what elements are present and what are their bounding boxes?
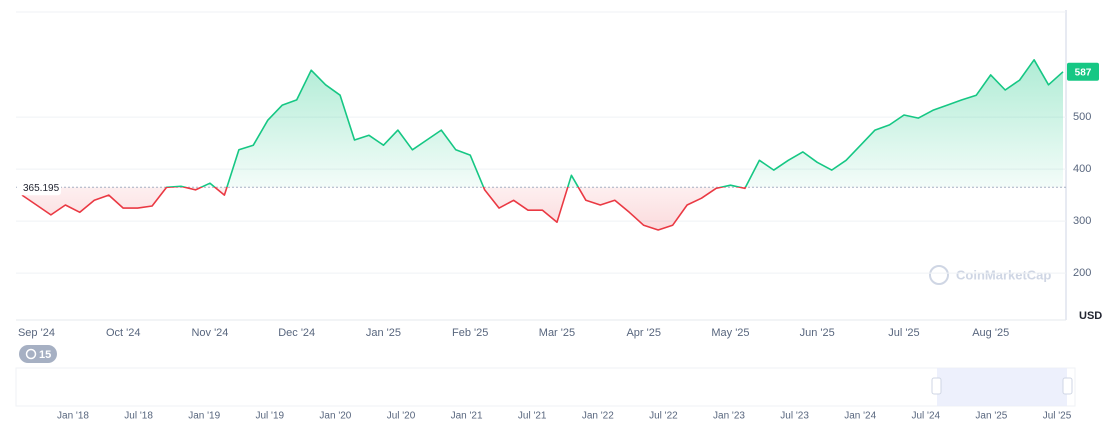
navigator-label: Jan '20 [319, 411, 351, 422]
y-tick-label: 300 [1073, 215, 1091, 227]
navigator-label: Jul '22 [649, 411, 678, 422]
badge-count: 15 [39, 349, 51, 361]
watermark-text: CoinMarketCap [956, 267, 1051, 282]
badge[interactable]: 15 [19, 345, 57, 363]
y-tick-label: 400 [1073, 163, 1091, 175]
navigator-label: Jul '23 [780, 411, 809, 422]
badge-icon [25, 348, 37, 360]
navigator-label: Jul '20 [387, 411, 416, 422]
navigator-label: Jan '24 [844, 411, 876, 422]
x-tick-label: Nov '24 [191, 327, 228, 339]
x-tick-label: Feb '25 [452, 327, 488, 339]
navigator-label: Jan '23 [713, 411, 745, 422]
x-tick-label: Dec '24 [278, 327, 315, 339]
navigator-label: Jan '19 [188, 411, 220, 422]
badge-bg[interactable] [19, 345, 57, 363]
current-price-label: 587 [1075, 67, 1092, 78]
area [22, 59, 1063, 230]
watermark: CoinMarketCap [929, 265, 1051, 285]
x-tick-label: Jun '25 [800, 327, 835, 339]
x-tick-label: Mar '25 [539, 327, 575, 339]
baseline-label: 365.195 [23, 183, 60, 194]
navigator-label: Jan '18 [57, 411, 89, 422]
navigator-label: Jan '22 [582, 411, 614, 422]
navigator-label: Jul '25 [1043, 411, 1072, 422]
navigator-label: Jul '18 [124, 411, 153, 422]
navigator-handle[interactable] [1062, 377, 1073, 395]
watermark-logo [929, 265, 949, 285]
current-price-bg [1067, 62, 1099, 81]
baseline-tag: 365.195 [17, 179, 61, 196]
navigator-label: Jul '21 [518, 411, 547, 422]
y-tick-label: 200 [1073, 267, 1091, 279]
navigator-handle[interactable] [931, 377, 942, 395]
x-tick-label: Jan '25 [366, 327, 401, 339]
x-tick-label: May '25 [711, 327, 749, 339]
price-line [21, 59, 1064, 231]
x-tick-label: Apr '25 [626, 327, 661, 339]
navigator-label: Jan '21 [451, 411, 483, 422]
x-tick-label: Sep '24 [18, 327, 55, 339]
x-tick-label: Oct '24 [106, 327, 141, 339]
navigator-label: Jan '25 [975, 411, 1007, 422]
navigator [15, 367, 1076, 407]
navigator-window[interactable] [937, 368, 1067, 406]
y-axis-label: USD [1079, 310, 1102, 322]
x-tick-label: Aug '25 [972, 327, 1009, 339]
y-tick-label: 500 [1073, 111, 1091, 123]
navigator-label: Jul '24 [912, 411, 941, 422]
baseline-tag-bg [17, 179, 61, 196]
x-tick-label: Jul '25 [888, 327, 919, 339]
navigator-label: Jul '19 [256, 411, 285, 422]
